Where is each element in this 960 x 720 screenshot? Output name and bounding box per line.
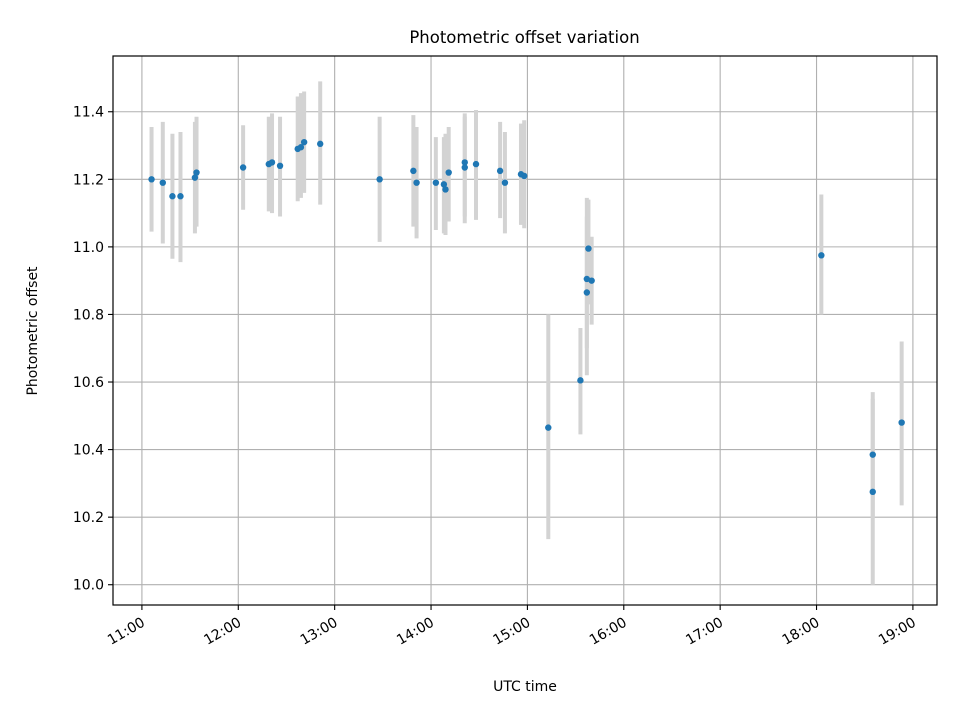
y-tick-label: 10.4 bbox=[73, 443, 104, 459]
data-point bbox=[376, 176, 383, 183]
y-tick-label: 10.2 bbox=[73, 510, 104, 526]
data-point bbox=[583, 275, 591, 283]
y-tick-label: 11.2 bbox=[73, 172, 104, 188]
data-point bbox=[898, 419, 905, 426]
data-point bbox=[869, 451, 876, 458]
data-points bbox=[148, 138, 905, 496]
data-point bbox=[585, 245, 592, 252]
data-point bbox=[193, 169, 200, 176]
data-point bbox=[583, 289, 591, 296]
data-point bbox=[300, 138, 308, 146]
data-point bbox=[461, 164, 468, 171]
data-point bbox=[297, 144, 305, 151]
data-point bbox=[169, 193, 176, 200]
data-point bbox=[276, 162, 284, 169]
data-point bbox=[869, 488, 876, 496]
data-point bbox=[191, 174, 199, 181]
y-axis-label: Photometric offset bbox=[25, 266, 41, 396]
data-point bbox=[239, 164, 247, 171]
data-point bbox=[159, 179, 166, 186]
data-point bbox=[268, 159, 276, 166]
y-tick-label: 10.8 bbox=[73, 307, 104, 323]
y-axis-ticks: 10.0 10.2 10.4 10.6 10.8 11.0 11.2 11.4 bbox=[73, 105, 113, 594]
x-axis-label: UTC time bbox=[493, 679, 557, 695]
data-point bbox=[577, 377, 584, 384]
data-point bbox=[818, 252, 825, 259]
data-point bbox=[496, 167, 504, 175]
data-point bbox=[520, 172, 528, 180]
data-point bbox=[317, 140, 324, 148]
data-point bbox=[440, 181, 448, 188]
chart-title: Photometric offset variation bbox=[409, 28, 639, 47]
y-tick-label: 10.0 bbox=[73, 578, 104, 594]
data-point bbox=[177, 193, 184, 200]
data-point bbox=[472, 160, 480, 168]
grid bbox=[113, 56, 937, 605]
y-tick-label: 11.0 bbox=[73, 240, 104, 256]
y-tick-label: 10.6 bbox=[73, 375, 104, 391]
y-tick-label: 11.4 bbox=[73, 105, 104, 121]
data-point bbox=[410, 167, 417, 175]
data-point bbox=[413, 179, 420, 186]
data-point bbox=[432, 179, 440, 186]
data-point bbox=[442, 186, 449, 193]
data-point bbox=[461, 159, 468, 166]
data-point bbox=[588, 277, 595, 284]
data-point bbox=[148, 176, 155, 183]
plot-frame bbox=[112, 55, 938, 606]
data-point bbox=[501, 179, 509, 186]
data-point bbox=[445, 169, 452, 176]
data-point bbox=[545, 424, 552, 431]
